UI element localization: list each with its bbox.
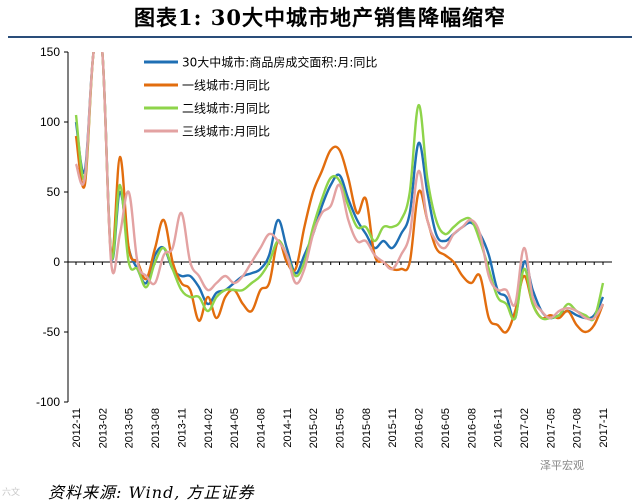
- legend: 30大中城市:商品房成交面积:月:同比一线城市:月同比二线城市:月同比三线城市:…: [144, 55, 377, 139]
- x-tick-label: 2017-05: [545, 408, 557, 448]
- series-line-4: [74, 52, 605, 321]
- x-tick-label: 2017-11: [598, 408, 610, 448]
- legend-label-2: 一线城市:月同比: [182, 78, 270, 93]
- x-tick-label: 2015-02: [308, 408, 320, 448]
- x-tick-label: 2014-02: [203, 408, 215, 448]
- x-tick-label: 2012-11: [71, 408, 83, 448]
- y-tick-label: -50: [43, 325, 61, 339]
- x-tick-label: 2017-08: [572, 408, 584, 448]
- legend-label-4: 三线城市:月同比: [182, 124, 270, 139]
- y-tick-label: -100: [36, 395, 60, 409]
- x-tick-label: 2013-02: [97, 408, 109, 448]
- x-tick-label: 2016-02: [414, 408, 426, 448]
- y-tick-label: 0: [53, 255, 60, 269]
- x-tick-label: 2014-11: [282, 408, 294, 448]
- legend-label-1: 30大中城市:商品房成交面积:月:同比: [182, 55, 377, 70]
- series-group: [74, 52, 605, 334]
- x-tick-label: 2016-05: [440, 408, 452, 448]
- x-tick-label: 2013-05: [124, 408, 136, 448]
- x-tick-label: 2015-11: [387, 408, 399, 448]
- watermark-left: 六文: [2, 488, 21, 498]
- y-tick-label: 100: [40, 115, 60, 129]
- title-rule: [8, 36, 632, 38]
- y-tick-label: 150: [40, 45, 60, 59]
- x-tick-label: 2017-02: [519, 408, 531, 448]
- x-tick-label: 2013-11: [176, 408, 188, 448]
- x-tick-label: 2013-08: [150, 408, 162, 448]
- x-tick-label: 2014-05: [229, 408, 241, 448]
- series-line-3: [74, 52, 605, 322]
- source-note: 资料来源: Wind, 方正证券: [48, 483, 255, 502]
- watermark-right: 泽平宏观: [540, 459, 584, 472]
- x-tick-label: 2015-05: [335, 408, 347, 448]
- x-tick-label: 2016-08: [466, 408, 478, 448]
- x-tick-label: 2015-08: [361, 408, 373, 448]
- axes: 150 100 50 0 -50 -100 2012-11 2013-02 2013-05 201…: [36, 45, 612, 448]
- legend-label-3: 二线城市:月同比: [182, 101, 270, 116]
- x-tick-label: 2014-08: [255, 408, 267, 448]
- y-tick-label: 50: [47, 185, 61, 199]
- chart-title: 图表1: 30大中城市地产销售降幅缩窄: [134, 5, 506, 30]
- x-tick-label: 2016-11: [493, 408, 505, 448]
